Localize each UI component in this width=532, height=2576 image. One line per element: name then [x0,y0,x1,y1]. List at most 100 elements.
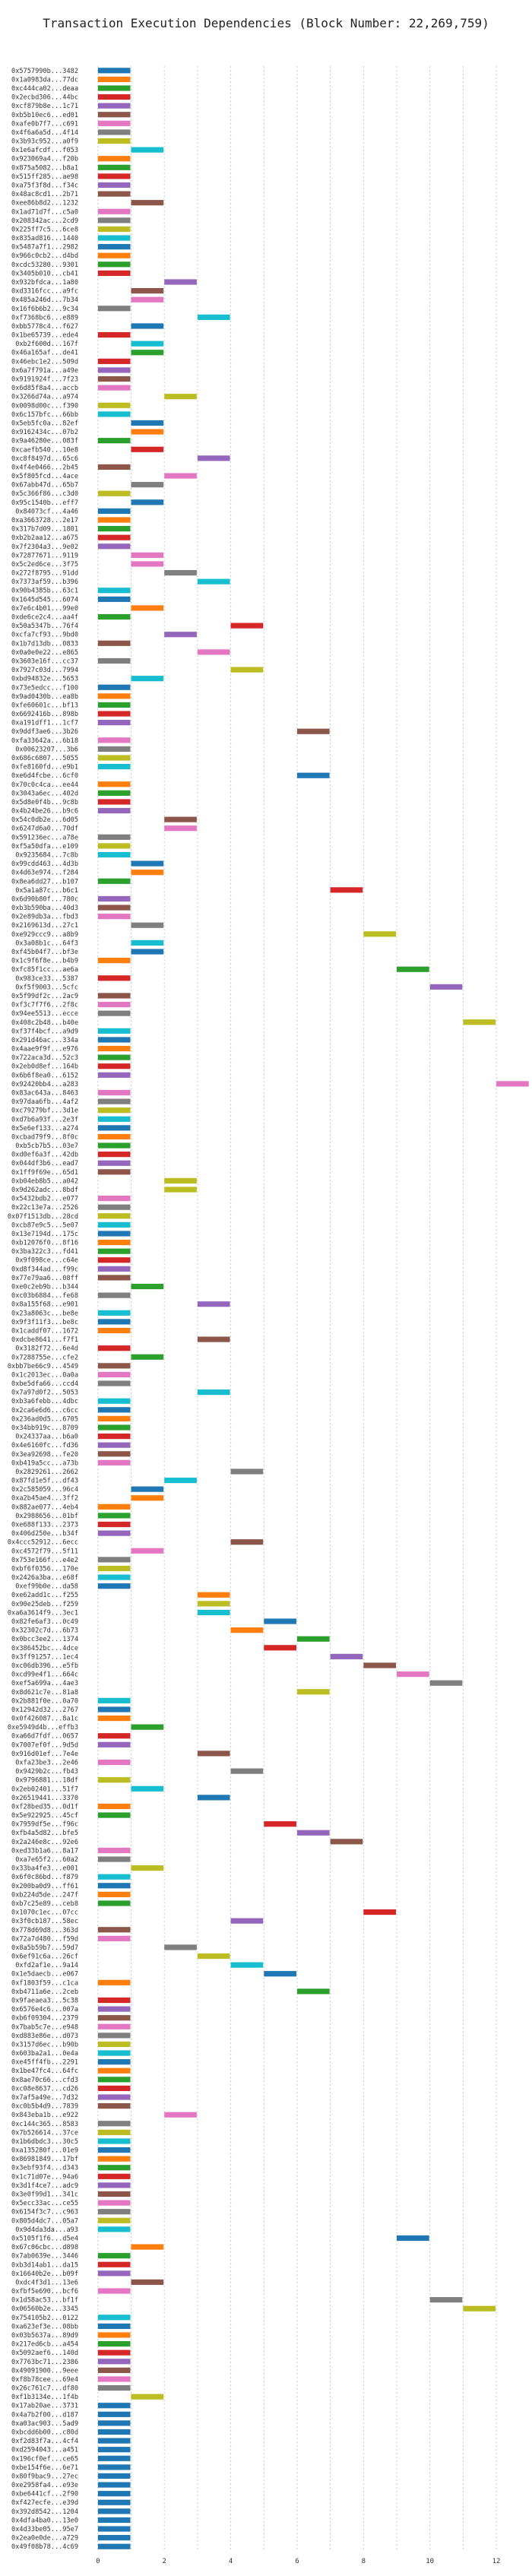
transaction-bar [97,2033,131,2039]
transaction-bar [97,2156,131,2162]
y-tick-label: 0xfc85f1cc...ae6a [11,966,78,974]
transaction-bar [97,684,131,690]
y-tick-label: 0x4d63e974...f284 [11,870,78,877]
transaction-bar [97,613,131,620]
transaction-bar [131,1486,164,1492]
y-tick-label: 0x2e89db3a...fbd3 [11,914,78,921]
transaction-bar [197,314,230,320]
transaction-bar [97,1072,131,1078]
y-tick-label: 0x9d4da3da...a93 [15,2226,78,2234]
transaction-bar [97,2121,131,2127]
y-tick-label: 0x6d90b80f...780c [11,895,78,903]
y-tick-label: 0x317b7d09...1801 [11,526,78,534]
y-tick-label: 0xbf6f0356...170e [11,1565,78,1573]
y-tick-label: 0x97daa6fb...4af2 [11,1098,78,1106]
y-tick-label: 0xcfa7cf93...9bd0 [11,632,78,639]
y-tick-label: 0x6d85f8a4...accb [11,385,78,392]
y-tick-label: 0x0a0e0e22...e865 [11,649,78,657]
transaction-bar [97,1521,131,1528]
y-tick-label: 0xf2d83f7a...4cf4 [11,2438,78,2445]
y-tick-label: 0x916d01ef...7e4e [11,1751,78,1758]
y-tick-label: 0xc79279bf...3d1e [11,1107,78,1115]
y-tick-label: 0x0f426087...8a1c [11,1716,78,1723]
transaction-bar [97,2332,131,2338]
y-tick-label: 0x9191924f...7f23 [11,376,78,384]
y-tick-label: 0x7af5a49e...7d32 [11,2094,78,2102]
y-tick-label: 0xb04eb8b5...a042 [11,1177,78,1185]
transaction-bar [97,975,131,981]
y-tick-label: 0x5a1a87c...b6c1 [15,887,78,895]
transaction-bar [131,1354,164,1360]
y-tick-label: 0x2eb0d8ef...164b [11,1063,78,1071]
y-tick-label: 0x4dfa4ba0...13e0 [11,2517,78,2524]
y-tick-label: 0x200ba0d9...ff61 [11,1883,78,1890]
transaction-bar [164,279,197,285]
transaction-bar [97,331,131,338]
transaction-bar [97,781,131,787]
transaction-bar [463,1019,496,1025]
y-tick-label: 0xb2b2aa12...a675 [11,534,78,542]
transaction-bar [97,2464,131,2470]
y-tick-label: 0xd7b6a93f...2e3f [11,1116,78,1123]
y-tick-label: 0xf37f4bcf...a9d9 [11,1028,78,1035]
transaction-bar [164,1187,197,1193]
transaction-bar [131,2244,164,2250]
y-tick-label: 0x835ad816...1440 [11,235,78,242]
y-tick-label: 0x5487a7f1...2982 [11,244,78,252]
y-tick-label: 0x13e7194d...175c [11,1231,78,1238]
y-tick-label: 0x4ccc52912...6ecc [8,1539,78,1547]
transaction-bar [131,323,164,329]
transaction-bar [97,252,131,258]
transaction-bar [97,1037,131,1043]
transaction-bar [97,1415,131,1421]
transaction-bar [97,1565,131,1572]
y-tick-label: 0xf1b3134e...1f4b [11,2394,78,2401]
y-tick-label: 0xfe60601c...bf13 [11,702,78,709]
y-tick-label: 0x6c157bfc...66bb [11,411,78,419]
transaction-bar [131,350,164,356]
transaction-bar [429,1680,463,1686]
y-tick-label: 0x1b7d13db...0833 [11,640,78,648]
y-tick-label: 0xc06db396...e5fb [11,1662,78,1670]
transaction-bar [97,2226,131,2232]
transaction-bar [97,720,131,726]
transaction-bar [197,1795,230,1801]
transaction-bar [97,1997,131,2004]
transaction-bar [131,2279,164,2286]
transaction-bar [131,561,164,567]
transaction-bar [97,2429,131,2435]
transaction-bar [97,1125,131,1131]
y-tick-label: 0x5c2ed6ce...3f75 [11,561,78,569]
transaction-bar [264,1618,296,1624]
y-tick-label: 0xbcdd6b00...c80d [11,2429,78,2437]
transaction-bar [97,1196,131,1202]
transaction-bar [97,2288,131,2294]
transaction-bar [97,588,131,594]
y-tick-label: 0xe45ff4fb...2291 [11,2059,78,2067]
transaction-bar [97,2367,131,2373]
y-tick-label: 0xb6f09304...2379 [11,2015,78,2023]
transaction-bar [97,1310,131,1316]
transaction-bar [97,490,131,496]
transaction-bar [97,517,131,523]
y-tick-label: 0x54c0db2e...6d05 [11,816,78,824]
y-tick-label: 0xf7368bc6...e889 [11,314,78,322]
y-tick-label: 0x1c9f6f8e...b4b9 [11,958,78,965]
transaction-bar [164,816,197,822]
y-tick-label: 0xa191dff1...1cf7 [11,720,78,727]
y-tick-label: 0xb419a5cc...a73b [11,1459,78,1467]
y-tick-label: 0x875a5082...b8a1 [11,164,78,172]
transaction-bar [97,2411,131,2417]
y-tick-label: 0x32302c7d...6b73 [11,1627,78,1635]
y-tick-label: 0x6692416b...898b [11,711,78,718]
y-tick-label: 0x5432bdb2...e077 [11,1196,78,1203]
bars [97,68,529,2549]
transaction-bar [330,1653,363,1659]
transaction-bar [131,1785,164,1792]
y-tick-label: 0xe929ccc9...a8b9 [11,931,78,939]
y-tick-label: 0x94ee5513...ecce [11,1010,78,1018]
y-tick-label: 0x6ef91c6a...26cf [11,1953,78,1961]
transaction-bar [131,288,164,294]
